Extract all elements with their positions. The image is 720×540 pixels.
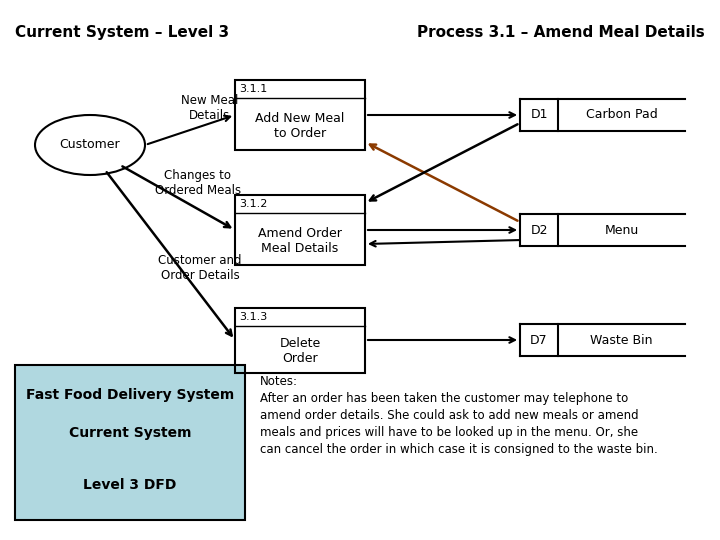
Text: Notes:
After an order has been taken the customer may telephone to
amend order d: Notes: After an order has been taken the…	[260, 375, 658, 456]
Text: 3.1.3: 3.1.3	[239, 312, 267, 321]
Text: New Meal
Details: New Meal Details	[181, 94, 239, 122]
Bar	[235, 80, 365, 150]
Text: Current System: Current System	[68, 426, 192, 440]
Text: Customer and
Order Details: Customer and Order Details	[158, 254, 242, 282]
Text: Process 3.1 – Amend Meal Details: Process 3.1 – Amend Meal Details	[418, 25, 705, 40]
Text: 3.1.1: 3.1.1	[239, 84, 267, 94]
Text: Waste Bin: Waste Bin	[590, 334, 653, 347]
Text: Level 3 DFD: Level 3 DFD	[84, 478, 176, 492]
Bar	[235, 195, 365, 265]
Text: Changes to
Ordered Meals: Changes to Ordered Meals	[155, 169, 241, 197]
Text: D7: D7	[530, 334, 548, 347]
Text: Fast Food Delivery System: Fast Food Delivery System	[26, 388, 234, 402]
Text: 3.1.2: 3.1.2	[239, 199, 267, 209]
Text: Carbon Pad: Carbon Pad	[585, 109, 657, 122]
Text: D1: D1	[530, 109, 548, 122]
Bar	[15, 365, 245, 520]
Text: D2: D2	[530, 224, 548, 237]
Text: Customer: Customer	[60, 138, 120, 152]
Text: Amend Order
Meal Details: Amend Order Meal Details	[258, 227, 342, 255]
Bar	[235, 307, 365, 373]
Text: Current System – Level 3: Current System – Level 3	[15, 25, 229, 40]
Text: Add New Meal
to Order: Add New Meal to Order	[256, 112, 345, 140]
Text: Menu: Menu	[604, 224, 639, 237]
Text: Delete
Order: Delete Order	[279, 337, 320, 365]
